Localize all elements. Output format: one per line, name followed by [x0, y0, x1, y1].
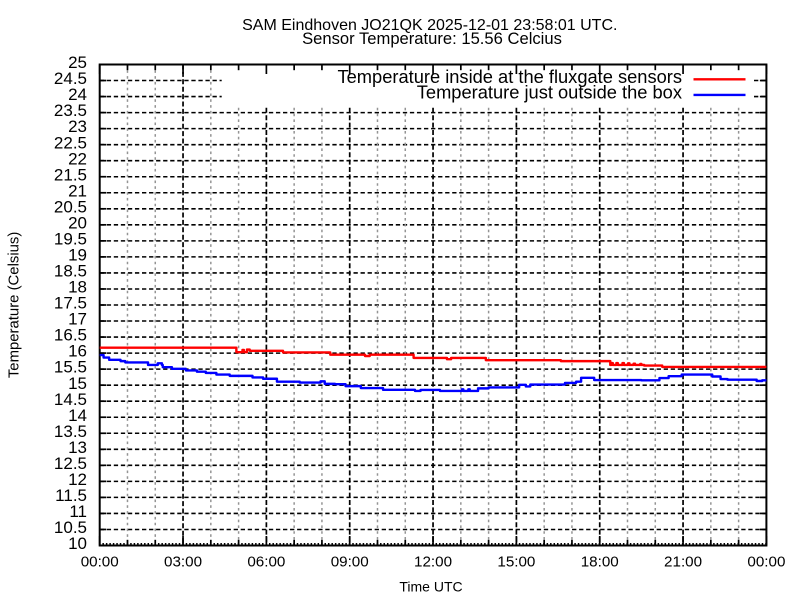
- svg-text:14.5: 14.5: [54, 390, 87, 409]
- svg-text:11.5: 11.5: [55, 486, 87, 505]
- svg-text:20: 20: [68, 213, 87, 232]
- svg-text:17.5: 17.5: [54, 294, 87, 313]
- svg-text:23: 23: [68, 117, 87, 136]
- svg-text:16: 16: [68, 342, 87, 361]
- svg-text:24: 24: [68, 85, 87, 104]
- svg-text:09:00: 09:00: [331, 554, 369, 571]
- svg-text:17: 17: [68, 310, 87, 329]
- svg-text:00:00: 00:00: [747, 554, 785, 571]
- svg-text:Temperature just outside the b: Temperature just outside the box: [417, 82, 682, 103]
- svg-text:11: 11: [69, 502, 87, 521]
- svg-text:15: 15: [68, 374, 87, 393]
- svg-text:21.5: 21.5: [54, 165, 87, 184]
- svg-text:21:00: 21:00: [664, 554, 702, 571]
- svg-text:12:00: 12:00: [414, 554, 452, 571]
- svg-text:14: 14: [68, 406, 87, 425]
- svg-text:15:00: 15:00: [497, 554, 535, 571]
- svg-text:12: 12: [68, 470, 87, 489]
- svg-text:22.5: 22.5: [54, 133, 87, 152]
- svg-text:20.5: 20.5: [54, 197, 87, 216]
- svg-text:24.5: 24.5: [54, 69, 87, 88]
- svg-text:16.5: 16.5: [54, 326, 87, 345]
- svg-text:13.5: 13.5: [54, 422, 87, 441]
- svg-text:00:00: 00:00: [81, 554, 119, 571]
- svg-text:Temperature (Celsius): Temperature (Celsius): [7, 232, 23, 379]
- svg-text:03:00: 03:00: [164, 554, 202, 571]
- svg-text:18:00: 18:00: [581, 554, 619, 571]
- svg-text:12.5: 12.5: [54, 454, 87, 473]
- svg-text:18.5: 18.5: [54, 262, 87, 281]
- svg-text:25: 25: [68, 53, 87, 72]
- svg-text:18: 18: [68, 278, 87, 297]
- svg-text:23.5: 23.5: [54, 101, 87, 120]
- svg-text:21: 21: [68, 181, 87, 200]
- svg-text:19: 19: [68, 246, 87, 265]
- svg-text:SAM Eindhoven JO21QK 2025-12-0: SAM Eindhoven JO21QK 2025-12-01 23:58:01…: [242, 17, 617, 34]
- svg-text:22: 22: [68, 149, 87, 168]
- svg-text:15.5: 15.5: [54, 358, 87, 377]
- svg-text:13: 13: [68, 438, 87, 457]
- svg-text:19.5: 19.5: [54, 229, 87, 248]
- svg-text:Temperature inside at the flux: Temperature inside at the fluxgate senso…: [338, 66, 683, 87]
- svg-text:Time UTC: Time UTC: [399, 578, 462, 594]
- svg-text:Sensor Temperature: 15.56 Celc: Sensor Temperature: 15.56 Celcius: [302, 29, 562, 48]
- svg-text:10: 10: [68, 534, 87, 553]
- svg-text:06:00: 06:00: [247, 554, 285, 571]
- svg-text:10.5: 10.5: [54, 518, 87, 537]
